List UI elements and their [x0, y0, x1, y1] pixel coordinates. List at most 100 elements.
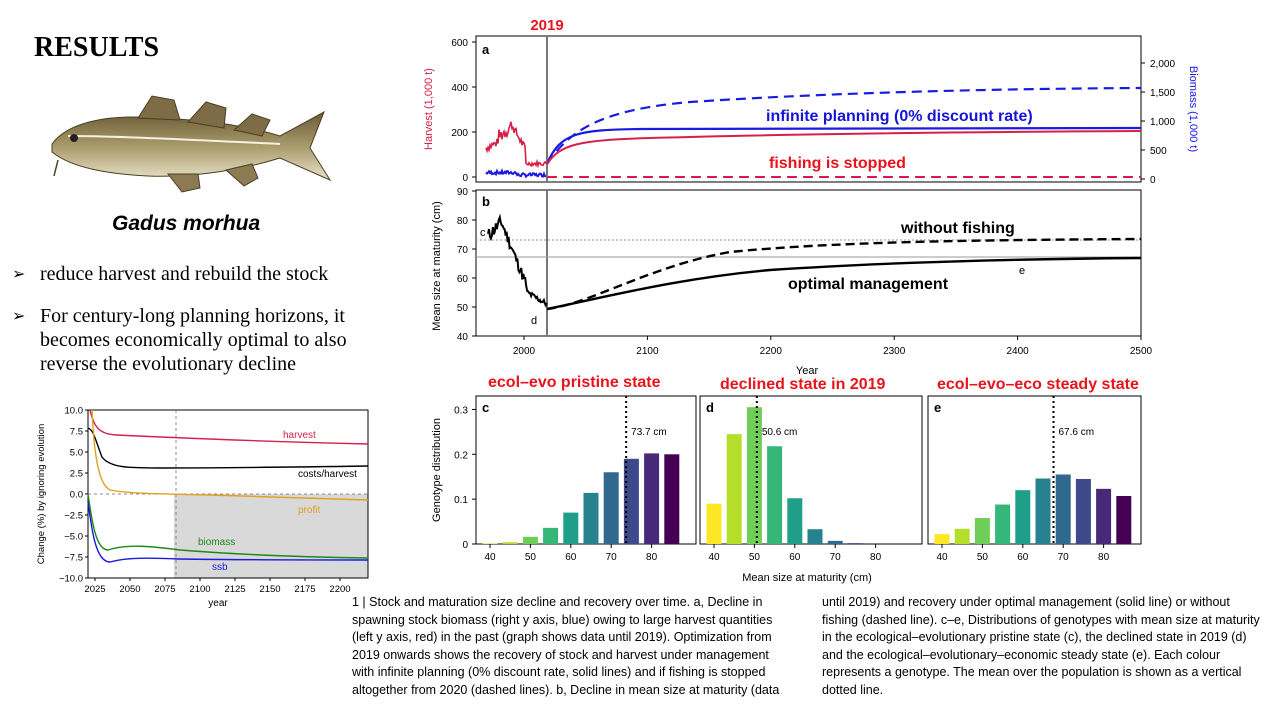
inset-harvest-line: [89, 409, 369, 445]
annotation-infinite-planning: infinite planning (0% discount rate): [766, 108, 1033, 125]
hist-frame-e: [927, 395, 1142, 545]
genotype-bar: [644, 453, 660, 544]
harvest-optimal-line: [546, 130, 1142, 165]
panel-b-letter: b: [482, 194, 490, 209]
panel-a-ylabel-left: Harvest (1,000 t): [423, 68, 435, 150]
genotype-bar: [664, 454, 680, 544]
hist-ytick: 0: [462, 540, 468, 551]
annotation-optimal-management: optimal management: [788, 276, 949, 293]
biomass-optimal-line: [545, 126, 1142, 165]
genotype-bar: [1055, 474, 1071, 544]
inset-profit-line: [91, 409, 369, 501]
panel-a-ytick-right: 1,000: [1150, 117, 1175, 128]
mean-label-c: 73.7 cm: [631, 427, 667, 438]
panel-b-xlabel: Year: [796, 365, 819, 377]
hist-ytick: 0.2: [454, 450, 468, 461]
inset-xtick: 2150: [259, 584, 280, 595]
point-e-label: e: [1019, 265, 1025, 277]
mean-label-d: 50.6 cm: [762, 427, 798, 438]
inset-label-ssb: ssb: [212, 562, 228, 573]
size-no-fishing-line: [546, 237, 1142, 311]
panel-a-frame: [475, 35, 1142, 183]
genotype-bar: [1116, 496, 1132, 544]
slide-title: RESULTS: [34, 32, 160, 63]
hist-letter-c: c: [482, 400, 489, 415]
genotype-bar: [563, 512, 579, 544]
hist-xtick: 70: [606, 552, 618, 563]
inset-label-profit: profit: [298, 505, 320, 516]
panel-b-frame: [475, 189, 1142, 337]
genotype-bar: [1096, 488, 1112, 544]
marker-2019-label: 2019: [530, 17, 563, 34]
panel-a-letter: a: [482, 42, 490, 57]
genotype-bar: [934, 534, 950, 544]
genotype-bar: [603, 472, 619, 544]
size-optimal-line: [546, 256, 1142, 311]
genotype-bar: [954, 528, 970, 544]
panel-b-xtick: 2500: [1130, 346, 1153, 357]
inset-xtick: 2175: [294, 584, 315, 595]
inset-ytick: 0.0: [70, 490, 83, 501]
inset-xtick: 2125: [224, 584, 245, 595]
hist-title-e: ecol–evo–eco steady state: [937, 376, 1139, 393]
caption-right-column: until 2019) and recovery under optimal m…: [822, 595, 1260, 697]
bullet-item: ➢ For century-long planning horizons, it…: [12, 305, 347, 375]
panel-a-ytick-left: 200: [451, 128, 468, 139]
genotype-bar: [583, 492, 599, 544]
inset-label-biomass: biomass: [198, 537, 235, 548]
harvest-history-line: [485, 121, 547, 169]
inset-xtick: 2050: [119, 584, 140, 595]
inset-shaded-region: [174, 494, 368, 578]
genotype-bar: [847, 543, 863, 544]
hist-letter-d: d: [706, 400, 714, 415]
panel-b-ytick: 60: [457, 274, 469, 285]
annotation-without-fishing: without fishing: [900, 220, 1015, 237]
inset-ytick: −7.5: [64, 553, 83, 564]
genotype-bar: [807, 529, 823, 544]
inset-label-costs: costs/harvest: [298, 469, 357, 480]
inset-xtick: 2025: [84, 584, 105, 595]
panel-a-ytick-right: 500: [1150, 146, 1167, 157]
panel-a-ytick-left: 400: [451, 83, 468, 94]
genotype-bar: [787, 498, 803, 544]
hist-xtick: 60: [1017, 552, 1029, 563]
caption-left-column: 1 | Stock and maturation size decline an…: [352, 595, 780, 697]
genotype-bar: [995, 504, 1011, 544]
panel-b-ylabel: Mean size at maturity (cm): [431, 201, 443, 331]
inset-evolution-chart: 10.0 7.5 5.0 2.5 0.0 −2.5 −5.0 −7.5 −10.0 2025 20…: [36, 406, 369, 609]
inset-ytick: 2.5: [70, 469, 83, 480]
panel-a-ylabel-right: Biomass (1,000 t): [1187, 66, 1199, 152]
hist-xtick: 50: [749, 552, 761, 563]
inset-ytick: −2.5: [64, 511, 83, 522]
genotype-bar: [502, 542, 518, 544]
genotype-bar: [827, 540, 843, 544]
hist-ylabel: Genotype distribution: [431, 418, 443, 522]
bullet-item: ➢ reduce harvest and rebuild the stock: [12, 263, 329, 285]
inset-ssb-line: [87, 501, 369, 563]
size-history-line: [487, 213, 548, 308]
inset-ytick: 5.0: [70, 448, 83, 459]
genotype-bar: [1035, 478, 1051, 544]
panel-a-ytick-right: 2,000: [1150, 59, 1175, 70]
genotype-bar: [767, 446, 783, 544]
panel-b-xtick: 2100: [636, 346, 659, 357]
panel-a-ytick-left: 0: [462, 173, 468, 184]
species-name: Gadus morhua: [112, 212, 261, 235]
inset-costs-line: [87, 427, 369, 469]
genotype-bar: [706, 503, 722, 544]
hist-xtick: 70: [1058, 552, 1070, 563]
genotype-bar: [623, 458, 639, 544]
genotype-bar: [746, 407, 762, 544]
genotype-histograms: declined state in 2019 ecol–evo pristine…: [431, 374, 1142, 584]
annotation-fishing-stopped: fishing is stopped: [769, 155, 906, 172]
inset-biomass-line: [87, 493, 369, 559]
hist-xtick: 70: [830, 552, 842, 563]
inset-xtick: 2075: [154, 584, 175, 595]
inset-xtick: 2100: [189, 584, 210, 595]
arrow-bullet-icon: ➢: [12, 264, 26, 283]
hist-title-c: ecol–evo pristine state: [488, 374, 661, 391]
hist-xtick: 50: [525, 552, 537, 563]
inset-xtick: 2200: [329, 584, 350, 595]
hist-xtick: 80: [646, 552, 658, 563]
